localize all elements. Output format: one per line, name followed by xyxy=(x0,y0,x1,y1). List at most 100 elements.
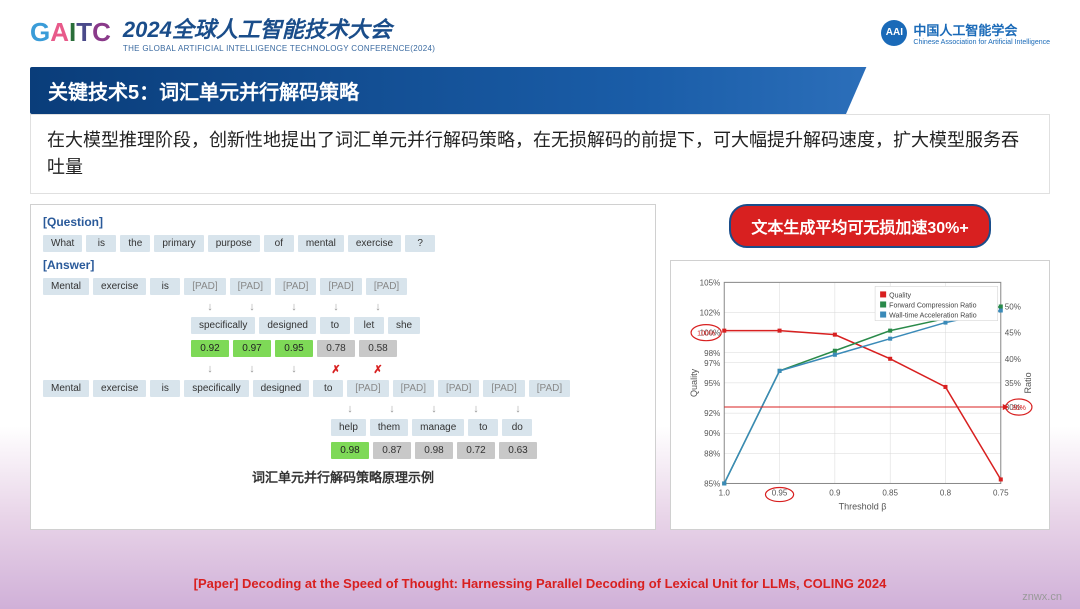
svg-text:88%: 88% xyxy=(704,449,720,458)
token: let xyxy=(354,317,384,334)
logo-left: GAITC 2024全球人工智能技术大会 THE GLOBAL ARTIFICI… xyxy=(30,12,435,53)
arrow-icon: ↓ xyxy=(331,403,369,415)
header: GAITC 2024全球人工智能技术大会 THE GLOBAL ARTIFICI… xyxy=(0,0,1080,61)
token: [PAD] xyxy=(275,278,316,295)
token: [PAD] xyxy=(529,380,570,397)
token: [PAD] xyxy=(438,380,479,397)
token: to xyxy=(468,419,498,436)
token: exercise xyxy=(348,235,401,252)
arrow-icon: ↓ xyxy=(359,301,397,313)
arrow-icon: ↓ xyxy=(373,403,411,415)
svg-text:30%: 30% xyxy=(1012,405,1026,412)
svg-text:97%: 97% xyxy=(704,359,720,368)
score-row-2: 0.980.870.980.720.63 xyxy=(43,442,643,459)
svg-text:0.75: 0.75 xyxy=(993,489,1009,498)
token: designed xyxy=(259,317,316,334)
token: [PAD] xyxy=(230,278,271,295)
token: is xyxy=(86,235,116,252)
token: of xyxy=(264,235,294,252)
svg-text:95%: 95% xyxy=(704,379,720,388)
description: 在大模型推理阶段，创新性地提出了词汇单元并行解码策略，在无损解码的前提下，可大幅… xyxy=(30,114,1050,194)
token: ? xyxy=(405,235,435,252)
token: Mental xyxy=(43,278,89,295)
token: [PAD] xyxy=(393,380,434,397)
score: 0.98 xyxy=(331,442,369,459)
token: specifically xyxy=(191,317,255,334)
answer-row-4: helpthemmanagetodo xyxy=(43,419,643,436)
svg-text:Threshold β: Threshold β xyxy=(839,502,887,512)
conference-title: 2024全球人工智能技术大会 THE GLOBAL ARTIFICIAL INT… xyxy=(123,12,435,53)
token: [PAD] xyxy=(184,278,225,295)
arrow-icon: ↓ xyxy=(457,403,495,415)
score: 0.97 xyxy=(233,340,271,357)
svg-text:50%: 50% xyxy=(1005,303,1021,312)
score: 0.72 xyxy=(457,442,495,459)
arrow-icon: ↓ xyxy=(275,301,313,313)
score: 0.95 xyxy=(275,340,313,357)
svg-text:0.85: 0.85 xyxy=(882,489,898,498)
score: 0.78 xyxy=(317,340,355,357)
token: [PAD] xyxy=(483,380,524,397)
token: is xyxy=(150,380,180,397)
score: 0.92 xyxy=(191,340,229,357)
conf-en: THE GLOBAL ARTIFICIAL INTELLIGENCE TECHN… xyxy=(123,44,435,53)
score: 0.87 xyxy=(373,442,411,459)
score: 0.63 xyxy=(499,442,537,459)
svg-text:0.8: 0.8 xyxy=(940,489,952,498)
token: [PAD] xyxy=(366,278,407,295)
token: [PAD] xyxy=(320,278,361,295)
svg-text:Wall-time Acceleration Ratio: Wall-time Acceleration Ratio xyxy=(889,313,977,320)
token: the xyxy=(120,235,150,252)
svg-text:35%: 35% xyxy=(1005,379,1021,388)
token: Mental xyxy=(43,380,89,397)
token: manage xyxy=(412,419,464,436)
paper-reference: [Paper] Decoding at the Speed of Thought… xyxy=(0,576,1080,591)
caai-cn: 中国人工智能学会 xyxy=(913,20,1050,39)
answer-row-2: specificallydesignedtoletshe xyxy=(43,317,643,334)
token: purpose xyxy=(208,235,260,252)
score: 0.58 xyxy=(359,340,397,357)
token: help xyxy=(331,419,366,436)
token: primary xyxy=(154,235,203,252)
chart-box: 85%88%90%92%95%97%98%100%102%105%1.00.95… xyxy=(670,260,1050,530)
caai-en: Chinese Association for Artificial Intel… xyxy=(913,39,1050,46)
svg-text:40%: 40% xyxy=(1005,355,1021,364)
svg-text:0.9: 0.9 xyxy=(829,489,841,498)
svg-text:45%: 45% xyxy=(1005,329,1021,338)
token: designed xyxy=(253,380,310,397)
svg-text:1.0: 1.0 xyxy=(719,489,731,498)
arrow-icon: ↓ xyxy=(233,363,271,376)
arrow-icon: ✗ xyxy=(359,363,397,376)
arrow-row-1: ↓↓↓↓↓ xyxy=(43,301,643,313)
chart-svg: 85%88%90%92%95%97%98%100%102%105%1.00.95… xyxy=(679,271,1041,525)
caai-icon: AAI xyxy=(881,20,907,46)
token: she xyxy=(388,317,420,334)
section-title: 关键技术5：词汇单元并行解码策略 xyxy=(30,67,1050,114)
arrow-icon: ↓ xyxy=(317,301,355,313)
score-row-1: 0.920.970.950.780.58 xyxy=(43,340,643,357)
answer-row-3: Mentalexerciseisspecificallydesignedto[P… xyxy=(43,380,643,397)
arrow-row-3: ↓ ↓ ↓ ↓ ↓ xyxy=(43,403,643,415)
gaitc-logo: GAITC xyxy=(30,17,111,48)
arrow-icon: ↓ xyxy=(191,363,229,376)
token: What xyxy=(43,235,82,252)
token: to xyxy=(320,317,350,334)
token: do xyxy=(502,419,532,436)
svg-text:Quality: Quality xyxy=(689,368,699,397)
answer-row-1: Mentalexerciseis[PAD][PAD][PAD][PAD][PAD… xyxy=(43,278,643,295)
svg-text:Quality: Quality xyxy=(889,292,911,299)
svg-text:Ratio: Ratio xyxy=(1023,372,1033,393)
speedup-badge: 文本生成平均可无损加速30%+ xyxy=(729,204,990,248)
token: is xyxy=(150,278,180,295)
svg-text:92%: 92% xyxy=(704,409,720,418)
arrow-row-2: ↓↓↓✗✗ xyxy=(43,363,643,376)
content: [Question] Whatistheprimarypurposeofment… xyxy=(0,194,1080,530)
svg-text:90%: 90% xyxy=(704,429,720,438)
arrow-icon: ↓ xyxy=(499,403,537,415)
question-label: [Question] xyxy=(43,215,643,229)
score: 0.98 xyxy=(415,442,453,459)
caai-logo: AAI 中国人工智能学会 Chinese Association for Art… xyxy=(881,20,1050,46)
arrow-icon: ↓ xyxy=(415,403,453,415)
token: to xyxy=(313,380,343,397)
svg-text:0.95: 0.95 xyxy=(772,489,788,498)
